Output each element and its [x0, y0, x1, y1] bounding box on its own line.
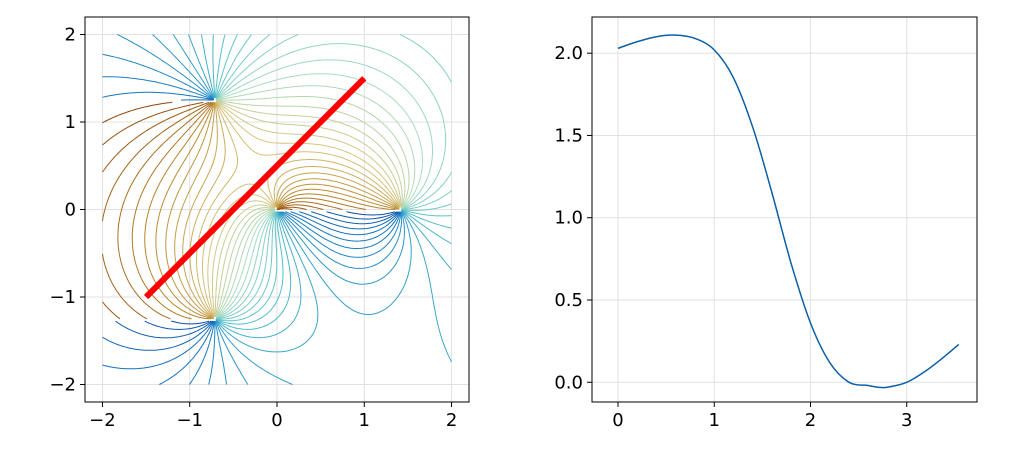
line-plot-xtick-label: 0 [612, 410, 623, 431]
contour-line [201, 34, 452, 339]
contour-line [172, 34, 412, 385]
contour-line [188, 34, 452, 363]
red-line-segment [143, 76, 367, 300]
line-plot-ticks: 0 1 2 3 0.0 0.5 1.0 1.5 2.0 [554, 43, 912, 431]
line-plot-ytick-label: 0.5 [554, 290, 583, 311]
contour-line [115, 211, 399, 339]
contour-line [102, 99, 400, 370]
contour-line [212, 34, 452, 330]
contour-plot-ticks: −2 −1 0 1 2 −2 −1 0 1 2 [49, 25, 457, 432]
line-plot-grid [592, 17, 977, 402]
contour-plot-xtick-label: −2 [89, 410, 116, 431]
contour-line [155, 102, 400, 320]
line-plot-frame [591, 16, 978, 403]
contour-line [117, 34, 403, 385]
contour-plot-ytick-label: 2 [65, 25, 76, 46]
contour-plot-xtick-label: 2 [446, 410, 457, 431]
contour-plot-xtick-label: −1 [176, 410, 203, 431]
contour-line [215, 34, 452, 319]
line-plot-ytick-label: 1.5 [554, 125, 583, 146]
line-plot-xtick-label: 2 [805, 410, 816, 431]
line-plot-panel: 0 1 2 3 0.0 0.5 1.0 1.5 2.0 [554, 16, 978, 431]
contour-line [215, 59, 433, 319]
contour-line [144, 211, 398, 330]
contour-plot-xtick-label: 1 [359, 410, 370, 431]
contour-line [165, 102, 400, 319]
contour-line [174, 102, 400, 319]
line-plot-xtick-label: 3 [901, 410, 912, 431]
line-plot-ytick-label: 1.0 [554, 208, 583, 229]
contour-line [189, 102, 400, 318]
contour-lines [102, 34, 452, 385]
contour-line [214, 34, 452, 325]
contour-line [144, 102, 396, 320]
contour-line [117, 102, 343, 320]
contour-line [131, 102, 366, 320]
contour-line [102, 91, 401, 385]
contour-line [214, 100, 402, 317]
contour-plot-ytick-label: −1 [49, 287, 76, 308]
contour-line [102, 76, 401, 385]
contour-line [211, 100, 401, 317]
contour-line [102, 101, 324, 320]
contour-line [102, 101, 307, 320]
contour-line [171, 211, 395, 325]
contour-plot-ytick-label: −2 [49, 375, 76, 396]
line-plot-ytick-label: 2.0 [554, 43, 583, 64]
line-plot-series [617, 34, 960, 389]
contour-plot-xtick-label: 0 [271, 410, 282, 431]
line-plot-xtick-label: 1 [709, 410, 720, 431]
series-line [617, 34, 960, 389]
contour-plot-panel: −2 −1 0 1 2 −2 −1 0 1 2 [49, 16, 470, 432]
line-plot-ytick-label: 0.0 [554, 372, 583, 393]
contour-plot-ytick-label: 1 [65, 112, 76, 133]
contour-plot-ytick-label: 0 [65, 200, 76, 221]
contour-line [152, 34, 405, 385]
contour-line [102, 53, 402, 385]
contour-line [102, 211, 400, 351]
